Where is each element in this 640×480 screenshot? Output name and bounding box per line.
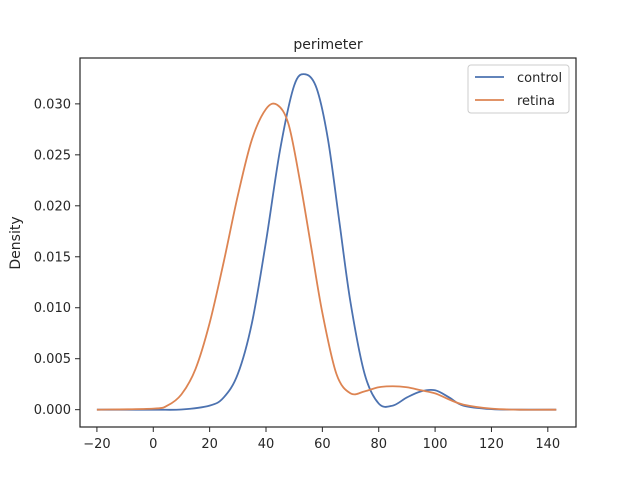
chart-title: perimeter [293,37,362,53]
series-line-retina [96,102,557,411]
x-tick-label: 20 [201,437,218,452]
x-tick-label: 140 [535,437,560,452]
y-tick-label: 0.015 [34,250,71,265]
x-tick-label: 100 [423,437,448,452]
plot-frame [79,57,577,428]
series-line-control [96,73,557,411]
x-tick-label: −20 [83,437,110,452]
legend-label-control: control [517,71,562,86]
y-tick-label: 0.010 [34,301,71,316]
y-tick-label: 0.020 [34,199,71,214]
series-layer [96,73,557,411]
x-tick-label: 40 [258,437,275,452]
y-tick-label: 0.005 [34,352,71,367]
y-tick-label: 0.030 [34,97,71,112]
y-tick-label: 0.025 [34,148,71,163]
x-tick-label: 120 [479,437,504,452]
y-axis-title: Density [8,216,24,269]
axes-layer: −20 0 20 40 60 80 100 120 140 0.000 0.005 0.010 0.01… [34,57,577,452]
x-tick-label: 60 [314,437,331,452]
x-tick-label: 80 [370,437,387,452]
legend: control retina [467,64,570,114]
x-tick-label: 0 [149,437,157,452]
y-tick-label: 0.000 [34,403,71,418]
legend-label-retina: retina [517,94,555,109]
